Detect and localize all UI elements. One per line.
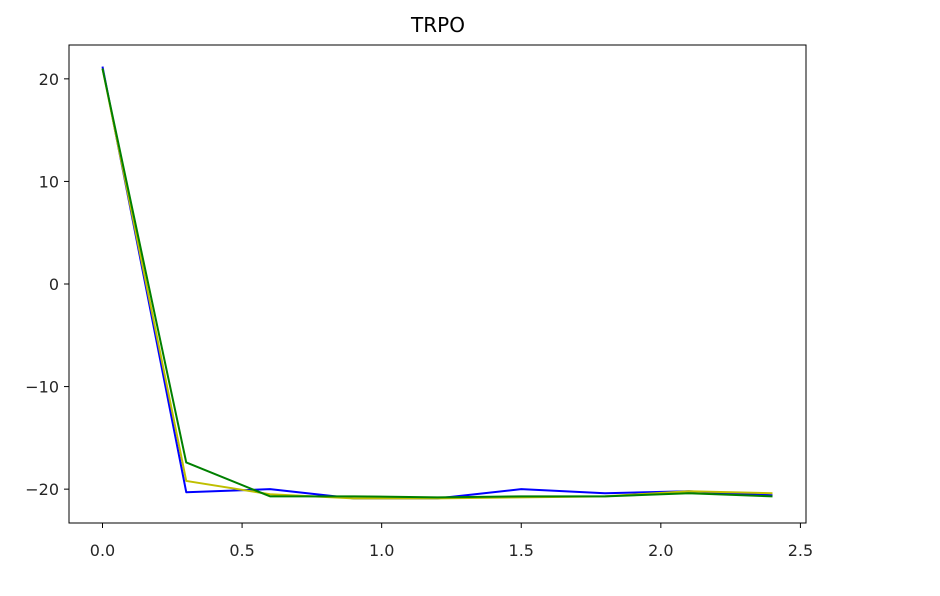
series-line-3 <box>101 68 773 499</box>
x-tick-label: 2.0 <box>648 541 673 560</box>
y-tick-label: 20 <box>39 70 59 89</box>
x-tick-label: 1.5 <box>509 541 534 560</box>
series-line-1 <box>101 66 773 500</box>
x-tick-label: 1.0 <box>369 541 394 560</box>
series-line-2 <box>101 68 773 500</box>
y-tick-label: 10 <box>39 172 59 191</box>
y-tick-label: −10 <box>25 378 59 397</box>
series-layer <box>101 66 773 500</box>
y-axis: 20 10 0 −10 −20 <box>25 70 69 499</box>
chart-title: TRPO <box>410 13 465 37</box>
x-tick-label: 0.0 <box>90 541 115 560</box>
y-tick-label: 0 <box>49 275 59 294</box>
x-tick-label: 2.5 <box>788 541 813 560</box>
x-tick-label: 0.5 <box>229 541 254 560</box>
x-axis: 0.0 0.5 1.0 1.5 2.0 2.5 <box>90 523 813 560</box>
y-tick-label: −20 <box>25 480 59 499</box>
